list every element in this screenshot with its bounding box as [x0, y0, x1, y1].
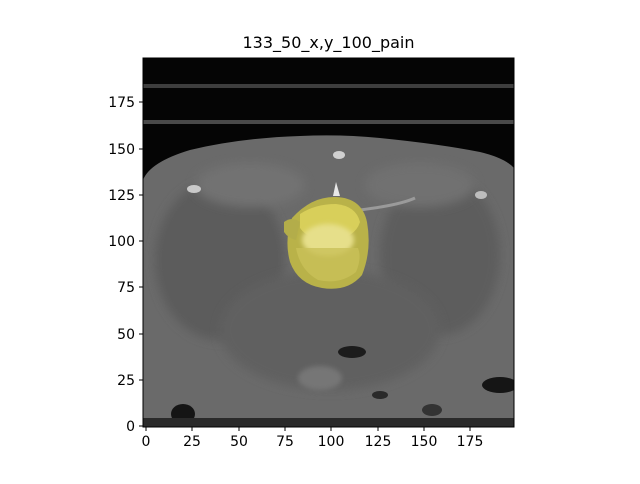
- air-pocket-2: [482, 377, 514, 393]
- y-tick-label: 150: [108, 142, 135, 158]
- bright-spot-top: [333, 151, 345, 159]
- y-tick-label: 175: [108, 95, 135, 111]
- organ-bright: [298, 366, 342, 390]
- x-tick-label: 150: [411, 434, 438, 450]
- x-tick-label: 0: [142, 434, 151, 450]
- bright-spot-right: [475, 191, 487, 199]
- y-tick-label: 25: [117, 373, 135, 389]
- plot-title: 133_50_x,y_100_pain: [242, 33, 415, 52]
- bright-spot-left: [187, 185, 201, 193]
- spinous-process: [333, 182, 340, 196]
- y-tick-label: 50: [117, 327, 135, 343]
- y-tick-label: 125: [108, 188, 135, 204]
- fat-left: [195, 163, 305, 207]
- x-tick-label: 100: [318, 434, 345, 450]
- air-pocket-5: [372, 391, 388, 399]
- x-tick-label: 25: [183, 434, 201, 450]
- x-tick-label: 50: [230, 434, 248, 450]
- x-axis: 0 25 50 75 100 125 150 175: [142, 427, 484, 450]
- fat-right: [365, 163, 475, 207]
- y-axis: 0 25 50 75 100 125 150 175: [108, 95, 143, 435]
- x-tick-label: 175: [457, 434, 484, 450]
- air-pocket-4: [422, 404, 442, 416]
- x-tick-label: 75: [276, 434, 294, 450]
- axes-frame: [142, 57, 515, 428]
- segmentation-overlay: [284, 196, 369, 289]
- scan-line-lower: [143, 120, 514, 124]
- ct-image: [143, 58, 514, 427]
- scan-line-top: [143, 84, 514, 88]
- y-tick-label: 75: [117, 280, 135, 296]
- y-tick-label: 100: [108, 234, 135, 250]
- bottom-shadow: [143, 418, 514, 427]
- y-tick-label: 0: [126, 419, 135, 435]
- x-tick-label: 125: [365, 434, 392, 450]
- abdomen-center: [220, 270, 440, 390]
- air-pocket-1: [338, 346, 366, 358]
